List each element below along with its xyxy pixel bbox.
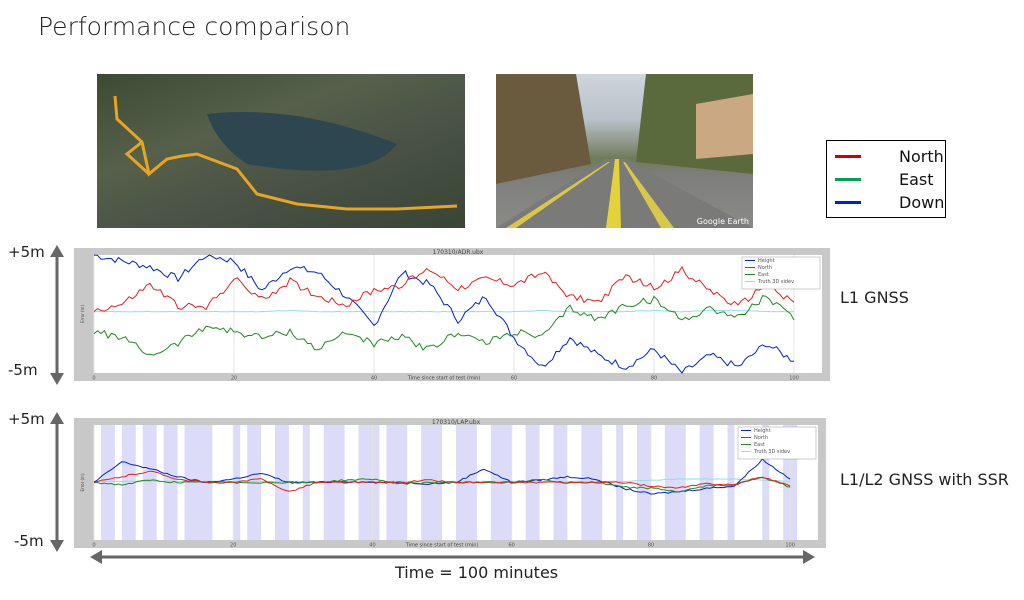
x-tick-label: 40 — [369, 543, 375, 549]
vertical-scale-arrow-1 — [50, 245, 64, 385]
plus-5m-label-2: +5m — [8, 410, 45, 428]
chart-legend-label: Truth 3D sidev — [757, 279, 794, 285]
chart-legend-label: Truth 3D sidev — [753, 449, 790, 455]
vertical-scale-arrow-2 — [50, 412, 64, 552]
x-tick-label: 80 — [651, 376, 657, 382]
chart-legend-label: Height — [758, 258, 775, 264]
series-line-east — [93, 295, 795, 356]
shaded-interval — [664, 425, 686, 540]
plot2-label: L1/L2 GNSS with SSR — [840, 470, 1009, 489]
x-tick-label: 80 — [648, 543, 654, 549]
chart-legend-label: North — [754, 435, 768, 441]
slide-title: Performance comparison — [38, 12, 351, 41]
minus-5m-label-1: -5m — [8, 361, 38, 379]
left-line — [506, 162, 610, 228]
shaded-interval — [637, 425, 651, 540]
legend-item-east: East — [835, 168, 934, 190]
shaded-interval — [142, 425, 157, 540]
chart-legend-label: East — [754, 442, 765, 448]
x-tick-label: 20 — [230, 543, 236, 549]
legend-item-north: North — [835, 145, 944, 167]
series-line-north — [93, 265, 795, 312]
series-line-north — [93, 470, 791, 492]
plot-area — [94, 255, 822, 373]
x-tick-label: 60 — [509, 543, 515, 549]
chart-title: 170310/LAP.ubx — [432, 419, 481, 426]
x-axis-label: Time since start of test (min) — [407, 376, 481, 382]
east-swatch — [835, 177, 861, 181]
route-branch — [124, 140, 151, 176]
legend: North East Down — [826, 140, 946, 218]
series-line-east — [93, 476, 791, 493]
chart-legend-label: East — [758, 272, 769, 278]
center-line — [606, 159, 621, 228]
legend-label: Down — [899, 192, 945, 212]
google-earth-watermark: Google Earth — [696, 217, 749, 226]
map-route-svg — [113, 95, 458, 211]
road — [496, 159, 753, 228]
y-axis-label: Error (m) — [80, 473, 85, 491]
plot-l1-gnss: 0 20 40 60 80 100 Time since start of test (mi… — [74, 248, 830, 382]
series-line-height — [93, 458, 791, 495]
time-arrow — [90, 550, 815, 564]
left-trees — [496, 74, 591, 184]
plot-ssr-svg: 0 20 40 60 80 100 Time since start of test (mi… — [80, 419, 818, 549]
shaded-interval — [121, 425, 136, 540]
lake-shape — [207, 112, 397, 171]
legend-label: East — [899, 169, 934, 189]
series-line-truth-3d-sidev — [93, 309, 795, 313]
shaded-interval — [762, 425, 770, 540]
x-tick-label: 0 — [92, 543, 95, 549]
minus-5m-label-2: -5m — [14, 532, 44, 550]
x-tick-label: 100 — [785, 543, 795, 549]
chart-legend-label: Height — [754, 428, 771, 434]
x-tick-label: 0 — [92, 376, 95, 382]
plot-l1-svg: 0 20 40 60 80 100 Time since start of test (mi… — [80, 249, 822, 382]
chart-legend-label: North — [758, 265, 772, 271]
shaded-interval — [699, 425, 714, 540]
satellite-map-photo — [97, 74, 465, 228]
street-svg — [496, 74, 753, 228]
x-tick-label: 100 — [789, 376, 799, 382]
street-view-photo: Google Earth — [496, 74, 753, 228]
y-axis-label: Error (m) — [80, 305, 85, 323]
down-swatch — [835, 200, 861, 204]
chart-legend-box — [741, 256, 821, 290]
building — [696, 94, 753, 159]
chart-legend-box — [737, 426, 817, 460]
x-tick-label: 20 — [231, 376, 237, 382]
plot-ssr-gnss: 0 20 40 60 80 100 Time since start of test (mi… — [74, 418, 826, 549]
x-axis-label: Time since start of test (min) — [405, 543, 479, 549]
chart-title: 170310/ADR.ubx — [433, 249, 484, 256]
shaded-interval — [247, 425, 262, 540]
series-line-height — [93, 254, 795, 374]
legend-item-down: Down — [835, 191, 944, 213]
shaded-interval — [100, 425, 115, 540]
time-label: Time = 100 minutes — [395, 563, 559, 582]
shaded-interval — [275, 425, 289, 540]
x-tick-label: 40 — [371, 376, 377, 382]
north-swatch — [835, 154, 861, 158]
legend-label: North — [899, 146, 944, 166]
x-tick-label: 60 — [511, 376, 517, 382]
plus-5m-label-1: +5m — [8, 243, 45, 261]
shaded-interval — [727, 425, 735, 540]
plot1-label: L1 GNSS — [840, 288, 909, 307]
right-line — [623, 162, 674, 228]
